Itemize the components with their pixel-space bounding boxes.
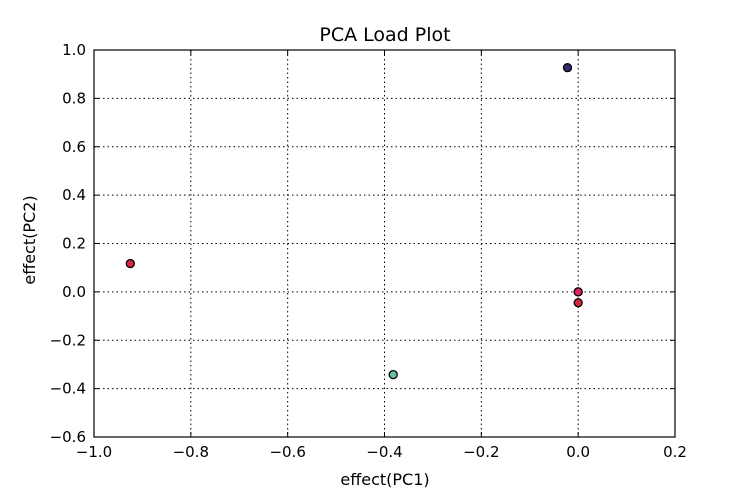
x-tick-label: −0.8 (173, 443, 209, 461)
chart-title: PCA Load Plot (319, 24, 450, 46)
y-tick-label: 0.8 (62, 89, 86, 107)
y-tick-label: 1.0 (62, 41, 86, 59)
y-tick-label: 0.2 (62, 235, 86, 253)
data-point (573, 287, 583, 297)
y-tick-label: −0.6 (50, 428, 86, 446)
data-point (125, 258, 135, 269)
x-tick-label: −0.2 (463, 443, 499, 461)
x-tick-label: 0.0 (566, 443, 590, 461)
y-tick-label: 0.4 (62, 186, 86, 204)
data-point (388, 369, 398, 380)
axis-ticks: −1.0 −0.8 −0.6 −0.4 −0.2 0.0 0.2 −0.6 −0.4 −0.2 0.… (50, 41, 687, 461)
scatter-points (125, 63, 583, 380)
y-tick-label: 0.6 (62, 138, 86, 156)
x-tick-label: −0.4 (366, 443, 402, 461)
y-tick-label: −0.2 (50, 331, 86, 349)
grid (94, 50, 675, 437)
y-tick-label: 0.0 (62, 283, 86, 301)
x-axis-label: effect(PC1) (340, 470, 429, 489)
y-tick-label: −0.4 (50, 380, 86, 398)
x-tick-label: −0.6 (269, 443, 305, 461)
data-point (573, 298, 583, 308)
y-axis-label: effect(PC2) (20, 195, 39, 284)
x-tick-label: −1.0 (76, 443, 112, 461)
data-point (562, 63, 573, 73)
x-tick-label: 0.2 (663, 443, 687, 461)
